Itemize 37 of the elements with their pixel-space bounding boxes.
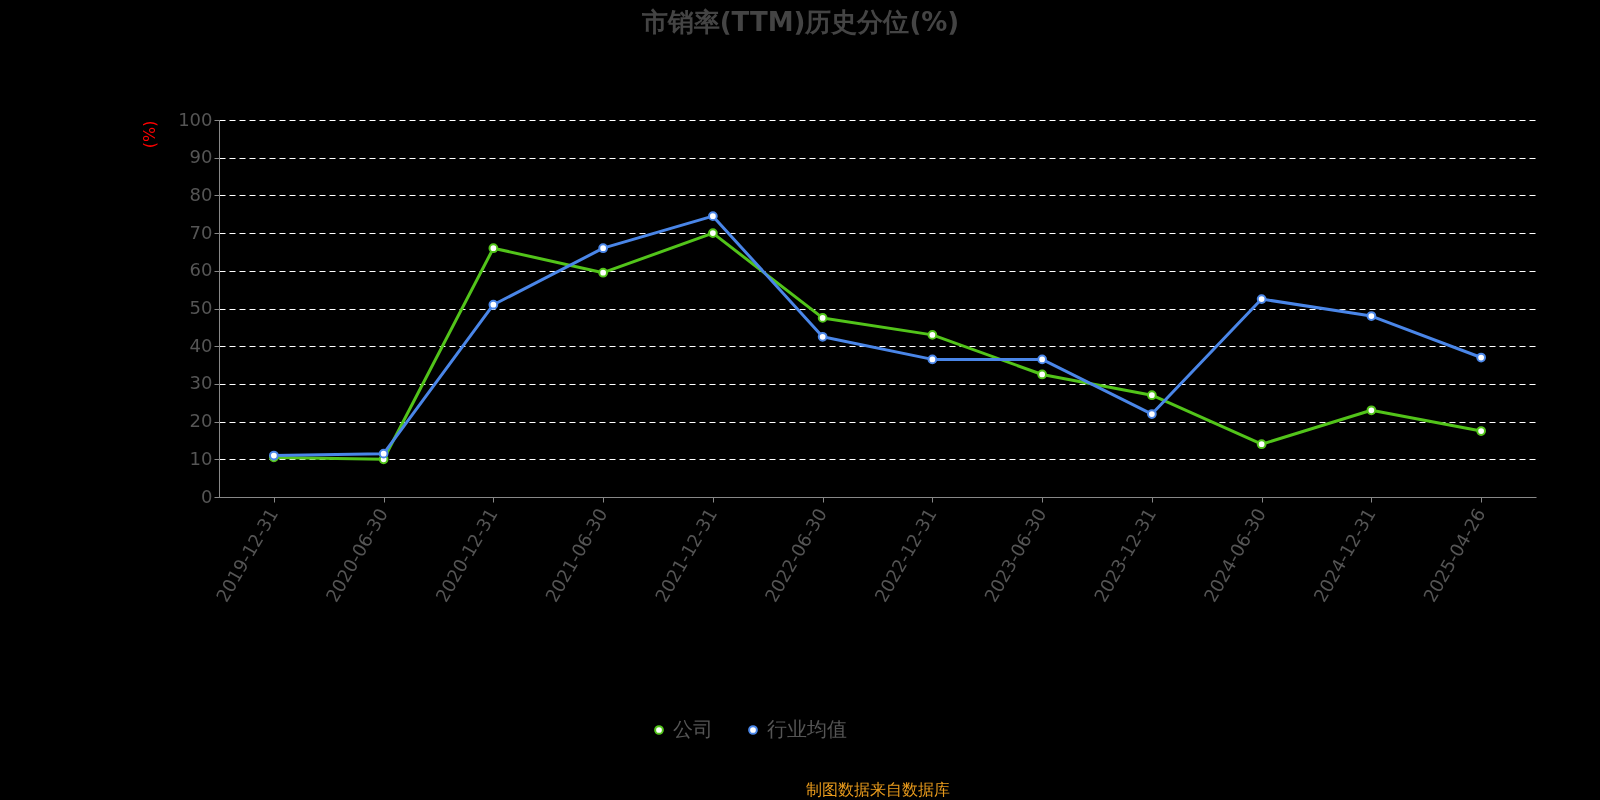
y-tick-label: 90: [189, 146, 213, 168]
point: [1256, 294, 1267, 304]
point: [1256, 439, 1267, 450]
chart-title: 市销率(TTM)历史分位(%): [640, 7, 960, 37]
point: [817, 313, 828, 323]
point: [598, 267, 608, 278]
point: [1147, 409, 1157, 419]
point: [1366, 405, 1377, 416]
point: [598, 243, 608, 254]
y-tick-label: 20: [189, 410, 213, 432]
legend-label: 公司: [673, 717, 713, 741]
point: [1037, 354, 1047, 365]
y-tick-label: 30: [189, 372, 213, 394]
point: [817, 331, 828, 342]
y-tick-label: 70: [189, 221, 213, 243]
y-tick-label: 100: [178, 108, 213, 130]
point: [1366, 311, 1377, 321]
point: [1476, 352, 1486, 363]
y-tick-label: 40: [189, 334, 213, 356]
point: [927, 330, 938, 340]
point: [708, 211, 718, 221]
point: [488, 243, 499, 254]
point: [1476, 426, 1486, 436]
y-tick-label: 60: [189, 259, 213, 281]
y-tick-label: 80: [189, 183, 213, 205]
point: [488, 299, 499, 310]
point: [927, 354, 938, 365]
y-tick-label: 10: [189, 447, 213, 469]
y-tick-label: 0: [201, 485, 213, 507]
y-axis-title: (%): [140, 120, 160, 149]
point: [378, 448, 389, 459]
point: [1147, 390, 1157, 401]
point: [708, 228, 718, 238]
point: [1037, 369, 1047, 380]
y-tick-label: 50: [189, 297, 213, 318]
text: 制图数据来自数据库: [805, 780, 950, 799]
legend-label: 行业均值: [767, 717, 847, 741]
